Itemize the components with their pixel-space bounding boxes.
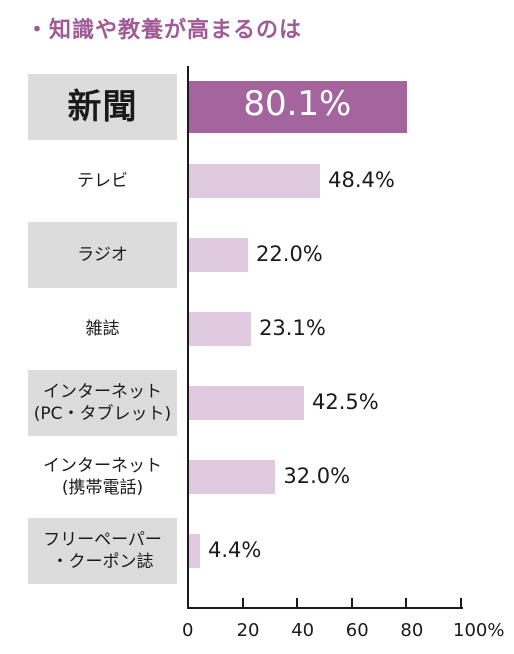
category-label-text: インターネット (携帯電話) bbox=[43, 456, 162, 498]
category-label-text: 雑誌 bbox=[85, 319, 120, 339]
bar bbox=[188, 238, 249, 272]
x-axis-line bbox=[187, 607, 463, 609]
x-tick-label: 40 bbox=[291, 620, 315, 641]
category-label-text: インターネット (PC・タブレット) bbox=[33, 382, 172, 424]
x-tick-label: 60 bbox=[345, 620, 369, 641]
category-label: インターネット (携帯電話) bbox=[28, 444, 177, 510]
category-label-text: ラジオ bbox=[77, 245, 128, 265]
category-label-text: フリーペーパー ・クーポン誌 bbox=[43, 530, 162, 572]
category-label: フリーペーパー ・クーポン誌 bbox=[28, 518, 177, 584]
category-label: 雑誌 bbox=[28, 296, 177, 362]
x-tick-label: 100% bbox=[453, 620, 505, 641]
bar bbox=[188, 460, 276, 494]
value-label: 4.4% bbox=[208, 538, 262, 562]
bar bbox=[188, 164, 321, 198]
bar bbox=[188, 81, 407, 133]
category-label-text: テレビ bbox=[77, 171, 128, 191]
x-tick bbox=[460, 598, 462, 608]
value-label: 23.1% bbox=[259, 316, 326, 340]
category-label-text: 新聞 bbox=[67, 87, 138, 127]
x-tick bbox=[350, 598, 353, 608]
x-tick bbox=[296, 598, 299, 608]
value-label: 48.4% bbox=[328, 168, 395, 192]
bar bbox=[188, 386, 305, 420]
x-tick bbox=[241, 598, 244, 608]
x-tick bbox=[405, 598, 408, 608]
category-label: 新聞 bbox=[28, 74, 177, 140]
x-tick-label: 0 bbox=[182, 620, 194, 641]
value-label: 22.0% bbox=[256, 242, 323, 266]
bar bbox=[188, 534, 200, 568]
value-label: 32.0% bbox=[283, 464, 351, 488]
y-axis-line bbox=[187, 66, 189, 609]
chart-title: ・知識や教養が高まるのは bbox=[26, 18, 303, 43]
category-label: ラジオ bbox=[28, 222, 177, 288]
value-label: 42.5% bbox=[312, 390, 379, 414]
x-tick-label: 80 bbox=[400, 620, 424, 641]
category-label: テレビ bbox=[28, 148, 177, 214]
x-tick-label: 20 bbox=[236, 620, 260, 641]
value-label: 80.1% bbox=[243, 84, 352, 124]
bar bbox=[188, 312, 252, 346]
category-label: インターネット (PC・タブレット) bbox=[28, 370, 177, 436]
